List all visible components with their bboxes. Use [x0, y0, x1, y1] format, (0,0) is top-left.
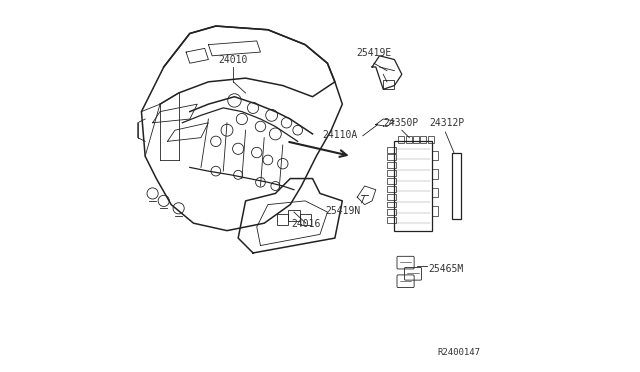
Bar: [420, 136, 426, 143]
Text: 25419N: 25419N: [325, 206, 360, 217]
Text: 24312P: 24312P: [429, 118, 464, 128]
Bar: [431, 188, 438, 197]
Text: 24016: 24016: [291, 219, 321, 229]
Text: R2400147: R2400147: [437, 348, 480, 357]
Bar: [387, 154, 396, 160]
Bar: [277, 214, 289, 225]
Bar: [394, 141, 431, 231]
Bar: [431, 206, 438, 216]
Bar: [300, 214, 310, 225]
Bar: [387, 147, 396, 153]
Bar: [398, 136, 404, 143]
Bar: [387, 162, 396, 168]
Bar: [406, 136, 412, 143]
Text: 25419E: 25419E: [356, 48, 392, 58]
Bar: [387, 217, 396, 223]
Bar: [413, 136, 419, 143]
Text: 24010: 24010: [219, 55, 248, 65]
Bar: [289, 210, 300, 221]
Bar: [387, 194, 396, 200]
Bar: [387, 202, 396, 208]
Bar: [383, 80, 394, 89]
Bar: [431, 151, 438, 160]
Bar: [387, 178, 396, 184]
Bar: [452, 153, 461, 219]
Bar: [387, 186, 396, 192]
Bar: [387, 209, 396, 215]
Bar: [387, 170, 396, 176]
Bar: [428, 136, 434, 143]
Text: 24110A: 24110A: [322, 129, 357, 140]
Text: 24350P: 24350P: [383, 118, 419, 128]
Text: 25465M: 25465M: [428, 264, 463, 274]
Bar: [431, 169, 438, 179]
